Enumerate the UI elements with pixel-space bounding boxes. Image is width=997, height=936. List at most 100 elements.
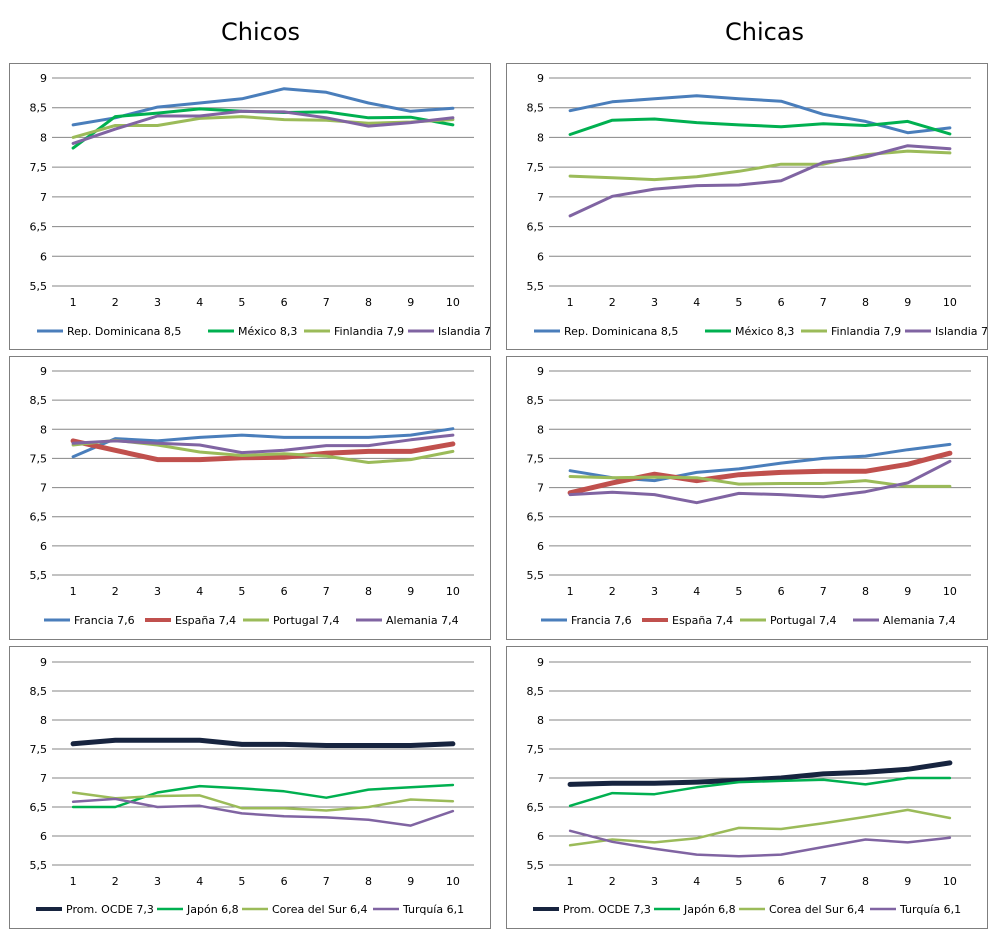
x-tick-label: 7 [323, 296, 330, 309]
series-line-3 [71, 791, 455, 812]
chart-svg-6: 5,5 6 6,5 7 7,5 8 8,5 9 1 2 3 4 5 6 7 8 9 10 Prom. OCDE 7,… [527, 656, 971, 916]
x-tick-label: 2 [112, 585, 119, 598]
legend-label: Japón 6,8 [186, 903, 239, 916]
x-tick-label: 6 [778, 875, 785, 888]
series-line-4 [568, 459, 952, 505]
x-tick-label: 2 [112, 875, 119, 888]
x-tick-label: 6 [281, 875, 288, 888]
y-tick-label: 6 [537, 250, 544, 263]
x-tick-label: 4 [196, 585, 203, 598]
x-tick-label: 9 [407, 585, 414, 598]
y-tick-label: 8 [537, 423, 544, 436]
legend-label: México 8,3 [238, 325, 297, 338]
x-tick-label: 7 [323, 875, 330, 888]
chart-panel-4: 5,5 6 6,5 7 7,5 8 8,5 9 1 2 3 4 5 6 7 8 9 10 Francia 7,6 Es… [506, 356, 988, 640]
x-tick-label: 8 [365, 296, 372, 309]
series-line-1 [568, 94, 952, 135]
x-tick-label: 4 [693, 296, 700, 309]
series-line-1 [567, 760, 953, 787]
x-tick-label: 1 [567, 585, 574, 598]
y-tick-label: 7 [40, 191, 47, 204]
y-tick-label: 8 [40, 714, 47, 727]
y-tick-label: 7,5 [527, 743, 545, 756]
series-line-4 [71, 109, 455, 145]
y-tick-label: 8,5 [30, 685, 48, 698]
chart-panel-1: 5,5 6 6,5 7 7,5 8 8,5 9 1 2 3 4 5 6 7 8 9 10 Rep. Dominica… [9, 63, 491, 350]
legend-label: Finlandia 7,9 [334, 325, 404, 338]
x-tick-label: 8 [862, 296, 869, 309]
x-tick-label: 9 [904, 875, 911, 888]
y-tick-label: 6 [40, 830, 47, 843]
chart-panel-3: 5,5 6 6,5 7 7,5 8 8,5 9 1 2 3 4 5 6 7 8 9 10 Francia 7,6 Es… [9, 356, 491, 640]
x-tick-label: 7 [820, 875, 827, 888]
y-tick-label: 7,5 [527, 452, 545, 465]
series-line-1 [71, 87, 455, 127]
x-tick-label: 3 [154, 296, 161, 309]
x-tick-label: 8 [862, 585, 869, 598]
x-tick-label: 6 [281, 296, 288, 309]
y-tick-label: 7 [40, 482, 47, 495]
series-line-1 [71, 427, 455, 459]
series-line-3 [568, 808, 952, 847]
y-tick-label: 6,5 [30, 511, 48, 524]
x-tick-label: 9 [407, 296, 414, 309]
y-tick-label: 5,5 [30, 280, 48, 293]
y-tick-label: 7 [40, 772, 47, 785]
x-tick-label: 3 [651, 296, 658, 309]
series-line-2 [71, 783, 455, 809]
legend-label: Turquía 6,1 [402, 903, 464, 916]
y-tick-label: 6,5 [30, 221, 48, 234]
legend-label: Japón 6,8 [683, 903, 736, 916]
y-tick-label: 8,5 [30, 102, 48, 115]
x-tick-label: 5 [238, 875, 245, 888]
y-tick-label: 8 [40, 131, 47, 144]
x-tick-label: 10 [446, 875, 460, 888]
legend-label: Turquía 6,1 [899, 903, 961, 916]
legend-label: Islandia 7,8 [438, 325, 490, 338]
y-tick-label: 7,5 [527, 161, 545, 174]
x-tick-label: 5 [735, 875, 742, 888]
y-tick-label: 9 [537, 365, 544, 378]
legend-label: Rep. Dominicana 8,5 [564, 325, 678, 338]
x-tick-label: 10 [943, 296, 957, 309]
legend-label: Corea del Sur 6,4 [272, 903, 367, 916]
legend-label: Prom. OCDE 7,3 [66, 903, 154, 916]
x-tick-label: 3 [154, 875, 161, 888]
x-tick-label: 5 [735, 585, 742, 598]
legend-label: Alemania 7,4 [386, 614, 459, 627]
y-tick-label: 9 [537, 72, 544, 85]
x-tick-label: 10 [446, 585, 460, 598]
series-line-3 [568, 149, 952, 182]
x-tick-label: 5 [735, 296, 742, 309]
y-tick-label: 8,5 [527, 685, 545, 698]
series-line-2 [70, 438, 456, 463]
x-tick-label: 4 [693, 875, 700, 888]
y-tick-label: 6 [537, 540, 544, 553]
y-tick-label: 8 [537, 131, 544, 144]
y-tick-label: 8,5 [30, 394, 48, 407]
legend-label: Prom. OCDE 7,3 [563, 903, 651, 916]
x-tick-label: 10 [446, 296, 460, 309]
y-tick-label: 5,5 [527, 569, 545, 582]
series-line-3 [71, 115, 455, 139]
x-tick-label: 6 [778, 296, 785, 309]
y-tick-label: 9 [40, 365, 47, 378]
x-tick-label: 1 [70, 875, 77, 888]
x-tick-label: 4 [196, 296, 203, 309]
series-line-4 [568, 829, 952, 858]
y-tick-label: 8 [537, 714, 544, 727]
x-tick-label: 3 [154, 585, 161, 598]
x-tick-label: 2 [609, 296, 616, 309]
chart-svg-2: 5,5 6 6,5 7 7,5 8 8,5 9 1 2 3 4 5 6 7 8 9 10 Rep. Dominica… [527, 72, 988, 338]
x-tick-label: 1 [70, 585, 77, 598]
series-line-4 [568, 144, 952, 218]
x-tick-label: 6 [281, 585, 288, 598]
legend-label: Francia 7,6 [571, 614, 632, 627]
chart-svg-3: 5,5 6 6,5 7 7,5 8 8,5 9 1 2 3 4 5 6 7 8 9 10 Francia 7,6 Es… [30, 365, 474, 627]
x-tick-label: 5 [238, 296, 245, 309]
x-tick-label: 1 [567, 875, 574, 888]
y-tick-label: 7 [537, 191, 544, 204]
x-tick-label: 8 [862, 875, 869, 888]
x-tick-label: 10 [943, 875, 957, 888]
series-line-2 [568, 117, 952, 136]
